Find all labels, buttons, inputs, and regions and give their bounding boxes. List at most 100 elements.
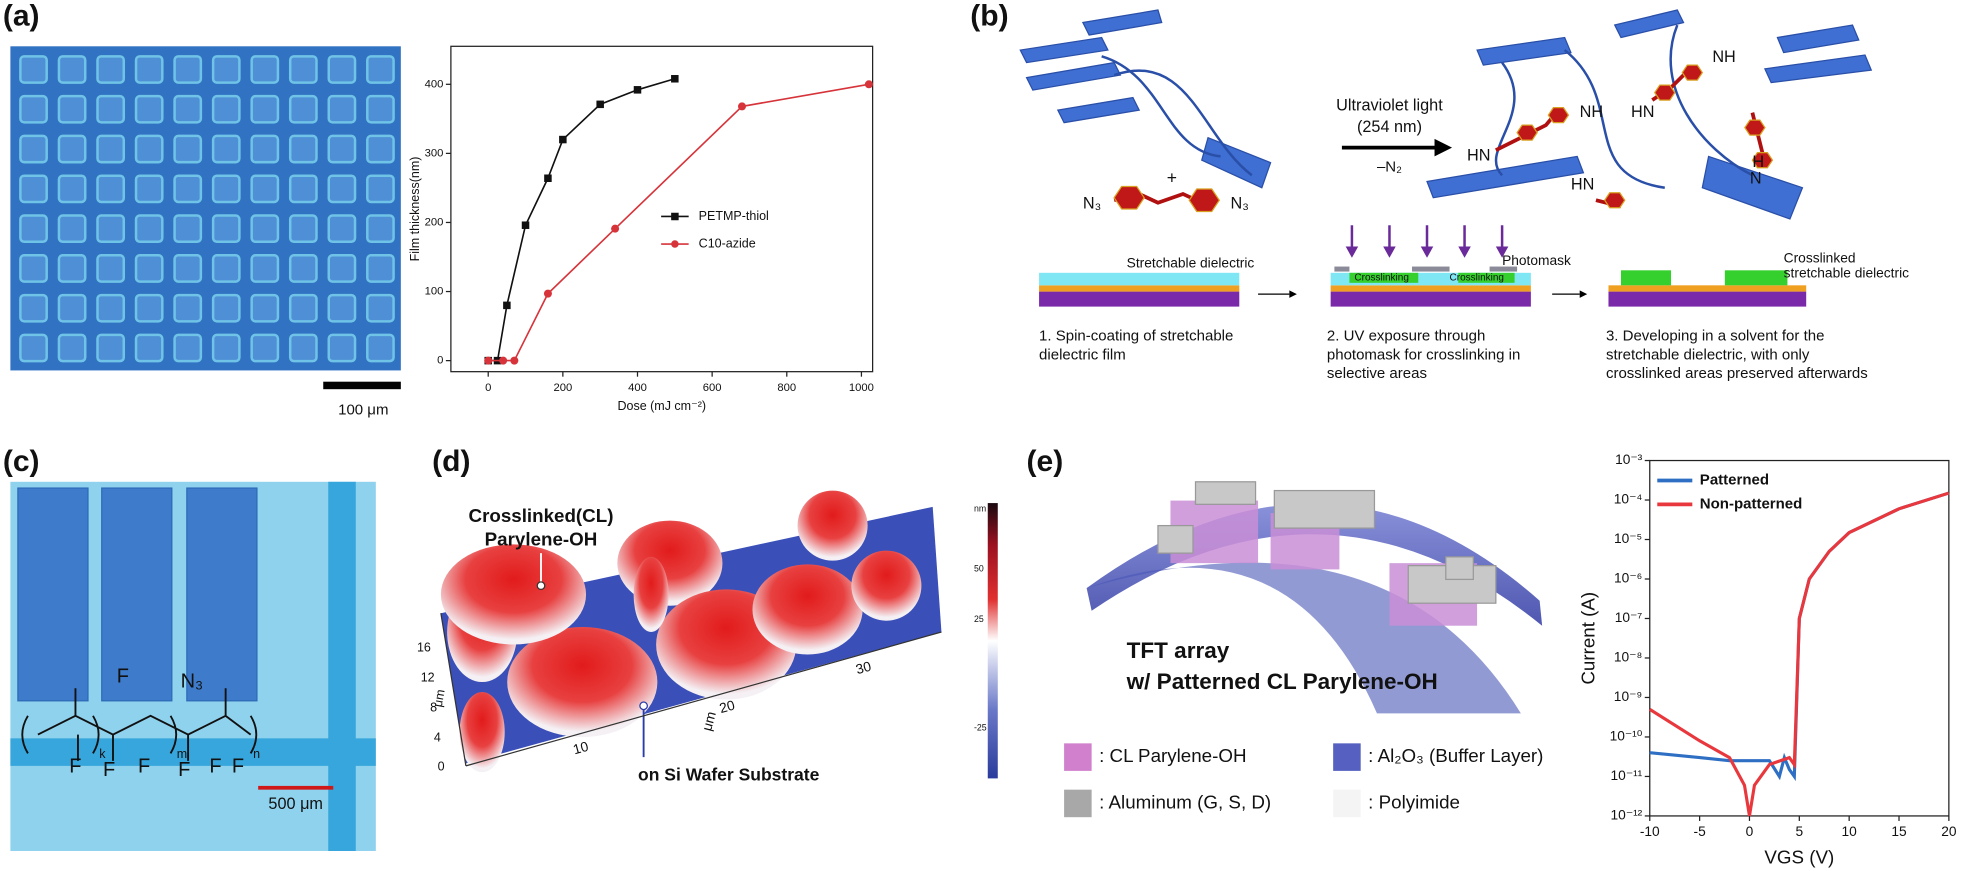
chem-label: HN	[1467, 147, 1490, 165]
chem-label: N	[1750, 169, 1762, 187]
y-tick-label: 10⁻⁴	[1614, 492, 1643, 507]
chem-label: NH	[1712, 48, 1735, 66]
pattern-square	[366, 94, 395, 124]
x-tick-label: 0	[1746, 824, 1754, 839]
legend-swatch	[1333, 743, 1361, 771]
electrode	[1608, 285, 1807, 292]
crosslinked-island	[633, 556, 669, 632]
chem-label: HN	[1571, 176, 1594, 194]
x-tick-label: 1000	[849, 382, 874, 394]
pattern-square	[366, 214, 395, 244]
x-tick-label: 0	[485, 382, 491, 394]
scale-label: 500 μm	[268, 795, 323, 813]
substrate	[1330, 291, 1531, 307]
uv-label: Ultraviolet light	[1336, 97, 1443, 115]
x-tick-label: 400	[628, 382, 647, 394]
chem-label: m	[177, 747, 187, 761]
pattern-square	[173, 134, 203, 164]
annotation-dot	[639, 701, 648, 711]
polymer-ribbon	[1763, 54, 1873, 84]
substrate	[1039, 291, 1240, 307]
y-tick-label: 0	[437, 355, 443, 367]
pattern-square	[19, 214, 48, 244]
legend-swatch	[1064, 743, 1092, 771]
pattern-square	[211, 333, 241, 363]
pattern-square	[211, 134, 241, 164]
pattern-square	[211, 254, 241, 283]
colorbar-label: -25	[974, 723, 987, 733]
chem-label: F	[209, 755, 221, 777]
pattern-square	[173, 94, 203, 124]
marker	[633, 86, 642, 94]
marker	[611, 224, 620, 233]
chem-label: F	[138, 755, 150, 777]
electrode	[1039, 285, 1240, 292]
pattern-square	[57, 55, 87, 84]
pattern-square	[366, 333, 395, 363]
axis-tick-label: 8	[430, 701, 437, 715]
channel	[328, 481, 356, 851]
legend-label: PETMP-thiol	[699, 209, 769, 223]
layer-label: Stretchable dielectric	[1127, 256, 1255, 271]
pattern-square	[57, 254, 87, 283]
y-tick-label: 10⁻¹¹	[1611, 768, 1643, 783]
axis-tick-label: 16	[417, 641, 431, 655]
crosslinked-region	[1724, 270, 1788, 286]
pattern-square	[327, 55, 357, 84]
pattern-square	[96, 293, 126, 323]
legend-label: C10-azide	[699, 236, 756, 250]
step-caption: photomask for crosslinking in	[1327, 346, 1520, 363]
photomask	[1411, 266, 1450, 272]
pattern-square	[327, 214, 357, 244]
polymer-chain	[1563, 49, 1665, 189]
uv-label: (254 nm)	[1357, 118, 1422, 136]
polymer-ribbon	[1426, 155, 1585, 199]
marker	[521, 221, 530, 229]
y-tick-label: 10⁻¹²	[1611, 808, 1643, 823]
marker	[864, 80, 873, 89]
aluminum-electrode	[1194, 481, 1257, 505]
polymer-ribbon	[1776, 24, 1860, 54]
ring	[1516, 124, 1538, 141]
scale-bar	[323, 381, 401, 390]
x-tick-label: 5	[1795, 824, 1803, 839]
chem-label: F	[178, 759, 190, 781]
pattern-square	[134, 55, 164, 84]
chem-label: F	[232, 755, 244, 777]
polymer-ribbon	[1081, 9, 1163, 36]
x-tick-label: 10	[1842, 824, 1858, 839]
chem-label: k	[99, 747, 106, 761]
pattern-square	[288, 214, 318, 244]
x-tick-label: 200	[553, 382, 572, 394]
step-caption: 2. UV exposure through	[1327, 328, 1485, 345]
pattern-square	[57, 174, 87, 204]
polymer-ribbon	[1019, 36, 1109, 64]
ring	[1603, 192, 1626, 209]
layer-label: Crosslinking	[1450, 272, 1504, 283]
pattern-square	[327, 94, 357, 124]
flexible-substrate-edge	[1086, 562, 1521, 714]
step-caption: crosslinked areas preserved afterwards	[1606, 365, 1868, 382]
x-tick-label: 20	[1941, 824, 1957, 839]
pattern-square	[19, 134, 48, 164]
scale-bar	[258, 785, 334, 790]
y-tick-label: 200	[425, 216, 444, 228]
pattern-square	[96, 174, 126, 204]
electrode-stripe	[17, 487, 89, 702]
pattern-square	[57, 94, 87, 124]
chem-label: F	[117, 665, 129, 687]
aluminum-electrode	[1445, 556, 1474, 581]
pattern-square	[288, 174, 318, 204]
caption: w/ Patterned CL Parylene-OH	[1126, 669, 1438, 694]
pattern-square	[366, 55, 395, 84]
pattern-square	[288, 55, 318, 84]
step-caption: selective areas	[1327, 365, 1427, 382]
crosslinked-island	[797, 490, 868, 561]
crosslinked-island	[459, 692, 505, 773]
ring	[1654, 84, 1676, 101]
polymer-chain	[1494, 61, 1516, 177]
pattern-square	[19, 254, 48, 283]
marker	[559, 135, 567, 144]
pattern-square	[366, 293, 395, 323]
photomask	[1489, 266, 1518, 272]
